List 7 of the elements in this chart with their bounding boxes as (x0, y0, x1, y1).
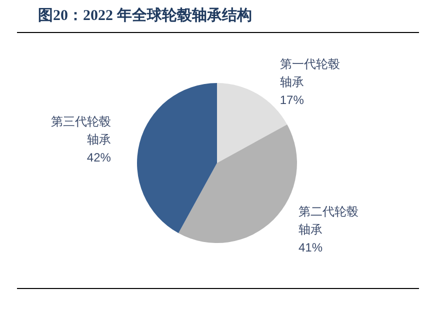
slice-label: 第一代轮毂轴承 (280, 57, 340, 90)
data-label: 41% (298, 240, 323, 254)
data-label: 42% (86, 150, 112, 165)
slice-label: 第二代轮毂轴承 (298, 204, 358, 236)
slice-label: 第三代轮毂轴承 (50, 114, 111, 147)
data-label: 17% (280, 93, 304, 108)
chart-title: 图20：2022 年全球轮毂轴承结构 (38, 6, 252, 25)
